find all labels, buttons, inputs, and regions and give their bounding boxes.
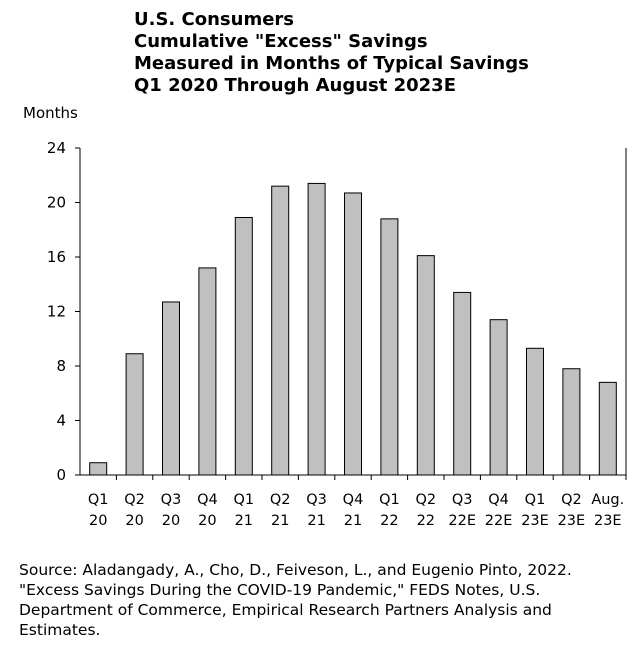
y-tick-label: 12	[47, 303, 66, 321]
bar	[598, 381, 617, 476]
title-line-2: Cumulative "Excess" Savings	[134, 31, 428, 52]
x-tick-label: 22E	[448, 513, 476, 529]
bar-chart: 0 4 8 12 16 20 24 Q1 20 Q2 20 Q3 20 Q4 20 Q1 21 Q2 21 Q3 21 Q…	[47, 139, 627, 529]
x-tick-label: 22	[417, 513, 435, 529]
source-line-1: Source: Aladangady, A., Cho, D., Feiveso…	[19, 561, 572, 579]
chart-title: U.S. Consumers Cumulative "Excess" Savin…	[134, 9, 529, 97]
y-tick-label: 16	[47, 248, 66, 266]
x-tick-label: Q1	[525, 492, 546, 508]
title-line-3: Measured in Months of Typical Savings	[134, 53, 529, 74]
x-tick-label: Q1	[88, 492, 109, 508]
source-line-2: "Excess Savings During the COVID-19 Pand…	[19, 581, 541, 599]
y-tick-label: 8	[56, 357, 66, 375]
x-tick-label: 20	[89, 513, 107, 529]
bar	[125, 353, 144, 476]
bar	[526, 347, 544, 476]
x-tick-label: Q4	[343, 492, 364, 508]
x-tick-label: Q2	[124, 492, 145, 508]
x-tick-label: 23E	[521, 513, 549, 529]
x-tick-label: 20	[198, 513, 216, 529]
x-tick-label: Q1	[233, 492, 254, 508]
y-tick-label: 4	[56, 412, 66, 430]
source-line-3: Department of Commerce, Empirical Resear…	[19, 601, 552, 619]
x-tick-label: Aug.	[591, 492, 624, 508]
source-line-4: Estimates.	[19, 621, 101, 639]
x-tick-label: Q1	[379, 492, 400, 508]
bar	[562, 368, 581, 476]
title-line-1: U.S. Consumers	[134, 9, 294, 30]
x-tick-label: Q3	[306, 492, 327, 508]
x-tick-label: Q2	[561, 492, 582, 508]
x-tick-label: 21	[271, 513, 289, 529]
bar	[234, 216, 253, 476]
bar	[307, 182, 326, 476]
bar	[453, 291, 472, 476]
title-line-4: Q1 2020 Through August 2023E	[134, 75, 456, 96]
x-tick-label: 20	[125, 513, 143, 529]
y-tick-label: 24	[47, 139, 66, 157]
source-note: Source: Aladangady, A., Cho, D., Feiveso…	[19, 560, 629, 640]
bar	[416, 255, 435, 476]
y-tick-label: 20	[47, 194, 66, 212]
x-tick-label: Q4	[488, 492, 509, 508]
x-tick-label: Q2	[415, 492, 436, 508]
x-tick-label: 23E	[594, 513, 622, 529]
x-tick-label: Q3	[452, 492, 473, 508]
x-tick-label: 22	[380, 513, 398, 529]
x-tick-label: Q3	[161, 492, 182, 508]
x-tick-label: 21	[307, 513, 325, 529]
x-tick-label: 20	[162, 513, 180, 529]
y-axis-label: Months	[23, 104, 78, 122]
bar	[380, 218, 399, 476]
x-tick-label: Q2	[270, 492, 291, 508]
x-tick-label: 22E	[485, 513, 513, 529]
bar	[489, 319, 508, 476]
bar	[271, 185, 290, 476]
x-tick-label: 23E	[558, 513, 586, 529]
bar	[198, 267, 217, 476]
y-tick-label: 0	[56, 466, 66, 484]
x-tick-label: Q4	[197, 492, 218, 508]
x-tick-label: 21	[235, 513, 253, 529]
bar	[89, 462, 108, 476]
bar	[162, 301, 180, 476]
bar	[344, 192, 362, 476]
x-tick-label: 21	[344, 513, 362, 529]
